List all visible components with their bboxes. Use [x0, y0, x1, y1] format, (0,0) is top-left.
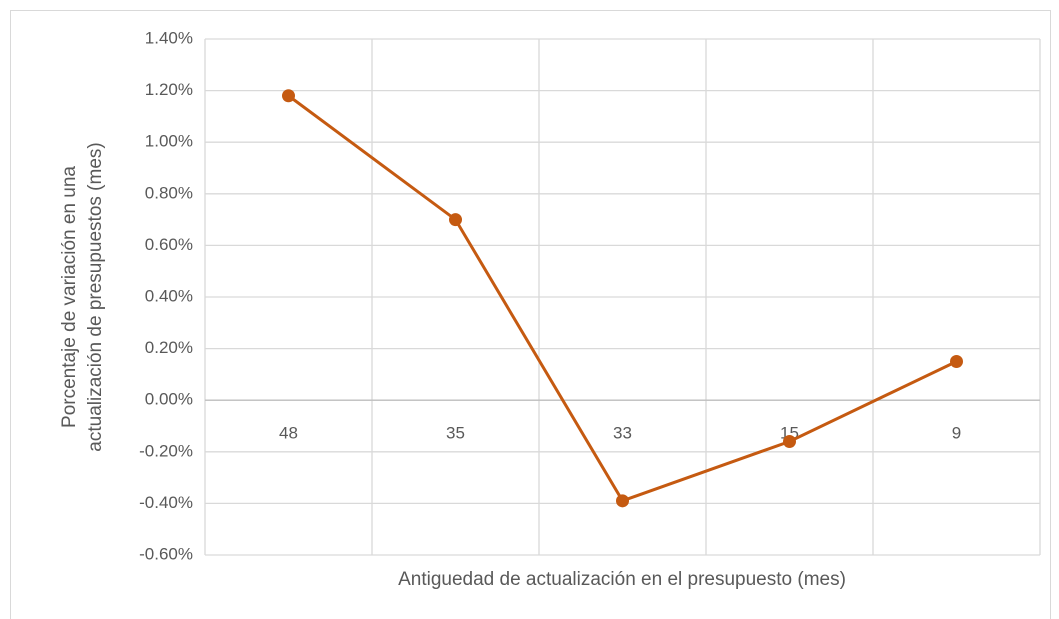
x-tick-label: 48 [279, 424, 298, 443]
x-axis-title: Antiguedad de actualización en el presup… [398, 569, 846, 590]
data-point [282, 89, 295, 103]
y-tick-label: -0.40% [139, 493, 193, 512]
y-axis-title: actualización de presupuestos (mes) [85, 142, 106, 451]
y-axis-title: Porcentaje de variación en una [59, 166, 80, 428]
y-tick-label: 0.40% [145, 286, 193, 305]
x-tick-label: 35 [446, 424, 465, 443]
chart-border [10, 10, 1051, 619]
data-point [783, 434, 796, 448]
data-point [449, 213, 462, 227]
y-tick-label: 0.00% [145, 390, 193, 409]
y-tick-label: 0.80% [145, 183, 193, 202]
y-tick-label: -0.20% [139, 441, 193, 460]
data-point [616, 494, 629, 508]
y-tick-label: -0.60% [139, 544, 193, 563]
y-tick-label: 1.40% [145, 28, 193, 47]
data-point [950, 355, 963, 368]
y-tick-label: 0.60% [145, 235, 193, 254]
x-tick-label: 33 [613, 424, 632, 443]
x-tick-label: 9 [952, 424, 961, 443]
y-tick-label: 1.00% [145, 132, 193, 151]
y-tick-label: 1.20% [145, 80, 193, 99]
y-tick-label: 0.20% [145, 338, 193, 357]
